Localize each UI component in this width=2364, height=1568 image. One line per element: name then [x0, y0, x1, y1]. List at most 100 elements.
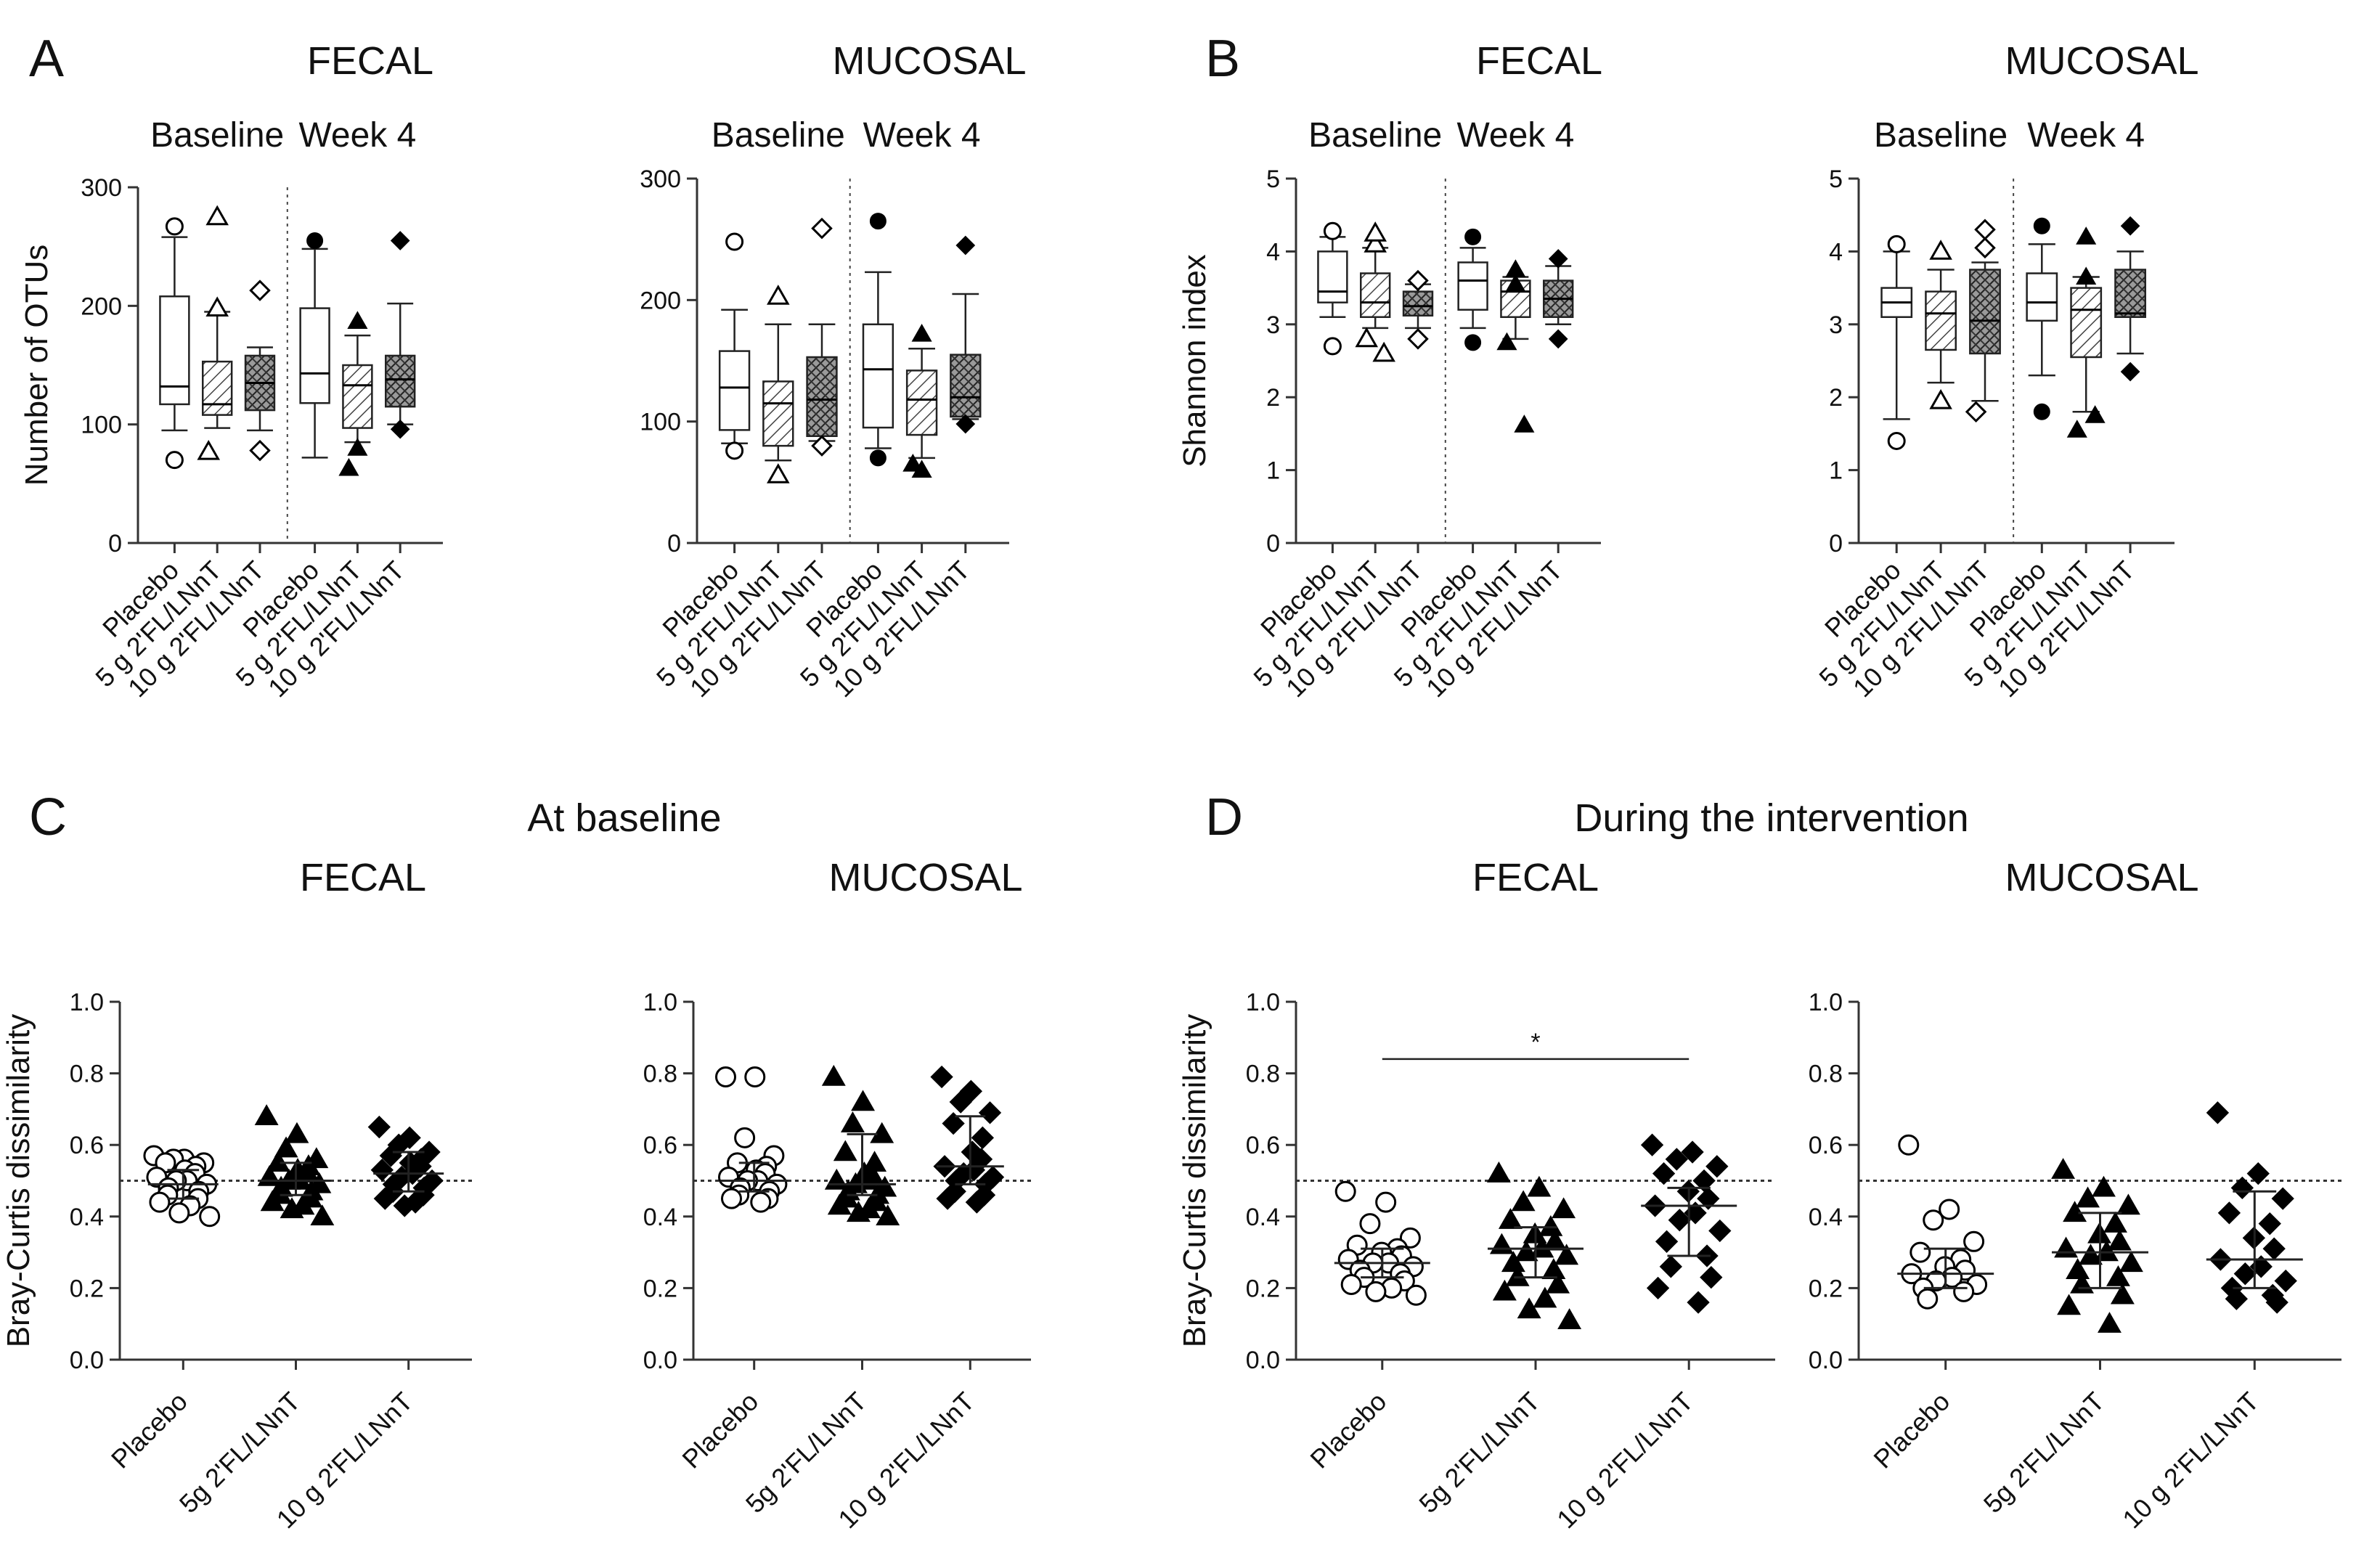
chart-d-fecal: FECAL 0.0 0.2 0.4 0.6 0.8 1.0 Bray-Curtis dissi… [1177, 856, 1775, 1534]
y-tick-label: 0.4 [643, 1204, 677, 1231]
box-group [1880, 234, 1913, 450]
x-tick-label: 5g 2'FL/LNnT [1978, 1387, 2110, 1519]
y-tick-label: 200 [640, 287, 681, 314]
outlier-point [347, 438, 368, 456]
box-iqr [905, 369, 938, 436]
chart-d-mucosal: MUCOSAL 0.0 0.2 0.4 0.6 0.8 1.0 Placebo 5g 2'FL/… [1809, 856, 2341, 1534]
data-point [851, 1090, 876, 1111]
chart-title: MUCOSAL [2005, 39, 2198, 83]
box-group [1496, 259, 1535, 433]
data-point [280, 1197, 304, 1219]
y-tick-label: 300 [81, 174, 122, 202]
y-tick-label: 3 [1266, 311, 1280, 339]
outlier-point [1323, 221, 1342, 240]
data-point [1659, 1255, 1682, 1278]
data-point [1501, 1251, 1525, 1273]
outlier-point [911, 323, 932, 342]
data-point [2066, 1258, 2090, 1279]
period-label: Baseline [712, 116, 845, 155]
box-group [159, 217, 190, 470]
chart-title: MUCOSAL [832, 39, 1026, 83]
data-point [965, 1191, 989, 1214]
panel-letter-b: B [1205, 30, 1240, 88]
outlier-point [2033, 217, 2050, 234]
y-tick-label: 2 [1829, 384, 1843, 412]
scatter-group [714, 1066, 788, 1213]
data-point [1655, 1230, 1679, 1253]
data-point [720, 1188, 742, 1209]
data-point [734, 1127, 756, 1148]
data-point [2246, 1161, 2270, 1185]
data-point [2110, 1283, 2135, 1304]
data-point [367, 1115, 391, 1139]
y-tick-label: 5 [1829, 166, 1843, 193]
outlier-point [902, 454, 924, 472]
y-tick-label: 0.2 [1246, 1275, 1280, 1302]
box-iqr [2026, 272, 2058, 322]
data-point [149, 1191, 171, 1213]
data-point [2206, 1101, 2230, 1124]
y-axis-label: Bray-Curtis dissimilarity [1177, 1014, 1212, 1348]
x-tick-label: 10 g 2'FL/LNnT [1551, 1387, 1699, 1535]
y-tick-label: 200 [81, 293, 122, 320]
data-point [1697, 1187, 1720, 1210]
box-group [2026, 217, 2058, 420]
data-point [1917, 1288, 1939, 1310]
y-tick-label: 0.2 [643, 1275, 677, 1302]
data-point [870, 1122, 894, 1143]
outlier-point [1514, 415, 1535, 433]
data-point [1543, 1229, 1568, 1251]
panel-letter-d: D [1205, 788, 1243, 846]
y-tick-label: 0.0 [70, 1347, 104, 1374]
x-tick-label: Placebo [676, 1387, 764, 1474]
box-group [299, 232, 330, 459]
outlier-point [347, 311, 368, 329]
data-point [827, 1193, 852, 1215]
data-point [750, 1191, 772, 1213]
scatter-group [254, 1104, 335, 1225]
outlier-point [811, 435, 833, 457]
scatter-group [143, 1145, 221, 1228]
data-point [1365, 1281, 1387, 1302]
y-tick-label: 0.6 [1246, 1132, 1280, 1159]
data-point [1939, 1199, 1960, 1220]
panel-letter-a: A [29, 30, 64, 88]
chart-title: FECAL [307, 39, 433, 83]
data-point [1489, 1233, 1514, 1254]
box-group [806, 217, 838, 457]
box-iqr [1360, 272, 1391, 319]
outlier-point [811, 217, 833, 240]
data-point [1665, 1148, 1688, 1171]
chart-c-fecal: FECAL 0.0 0.2 0.4 0.6 0.8 1.0 Bray-Curtis dissi… [1, 856, 472, 1534]
data-point [2258, 1212, 2281, 1236]
scatter-group [821, 1064, 900, 1225]
data-point [398, 1126, 421, 1149]
outlier-point [205, 205, 229, 226]
box-group [2114, 216, 2147, 382]
data-point [876, 1204, 900, 1225]
outlier-point [197, 440, 221, 460]
data-point [1486, 1161, 1511, 1183]
box-group [950, 235, 982, 434]
outlier-point [249, 439, 271, 462]
y-tick-label: 0.4 [70, 1204, 104, 1231]
y-tick-label: 0.4 [1809, 1204, 1843, 1231]
scatter-group [1486, 1161, 1584, 1329]
data-point [1505, 1265, 1530, 1286]
box-group [385, 231, 416, 439]
data-point [1898, 1134, 1920, 1156]
data-point [1375, 1191, 1397, 1213]
box-group [197, 205, 233, 460]
box-group [1457, 228, 1488, 351]
outlier-point [869, 449, 886, 467]
y-tick-label: 0.0 [643, 1347, 677, 1374]
outlier-point [767, 285, 790, 305]
data-point [2079, 1244, 2103, 1265]
y-tick-label: 0 [108, 530, 122, 558]
y-tick-label: 4 [1266, 238, 1280, 266]
box-iqr [385, 354, 416, 408]
data-point [840, 1111, 865, 1132]
outlier-point [869, 213, 886, 230]
